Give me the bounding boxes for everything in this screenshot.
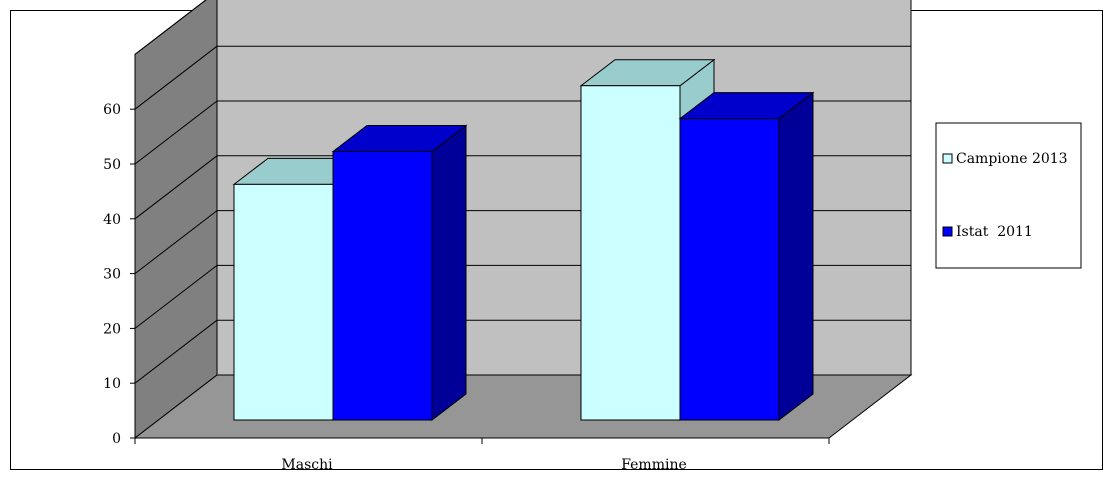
y-axis: 0 10 20 30 40 50 60 [103,54,136,447]
bar-femmine-istat [678,91,815,422]
y-tick-label: 20 [103,321,121,337]
gridline-side [134,45,218,110]
side-wall [134,0,218,440]
gridline-side [134,210,218,274]
bar-front [233,183,334,421]
y-tick-label: 0 [112,431,121,447]
legend-swatch [942,153,953,164]
y-tick-label: 50 [103,157,121,173]
gridline-side [134,319,218,384]
x-tick-label: Maschi [281,457,333,473]
x-tick-label: Femmine [621,457,687,473]
bar-front [332,150,433,421]
legend-swatch [942,226,953,237]
legend-label: Istat 2011 [956,224,1033,240]
legend: Campione 2013 Istat 2011 [935,122,1082,269]
gridline-side [134,265,218,329]
x-axis: Maschi Femmine [134,437,830,473]
gridline-side [134,0,207,55]
bar-front [580,85,681,421]
y-tick-label: 60 [103,102,121,118]
bar-side [431,124,467,422]
y-tick-label: 10 [103,376,121,392]
bars [232,58,815,422]
bar-front [679,118,780,421]
gridline-side [134,155,218,220]
bar-maschi-istat [331,124,468,422]
bar-side [778,91,814,422]
legend-box [935,122,1082,269]
gridline-side [134,100,218,165]
y-tick-label: 40 [103,212,121,228]
legend-label: Campione 2013 [956,151,1068,167]
y-tick-label: 30 [103,267,121,283]
